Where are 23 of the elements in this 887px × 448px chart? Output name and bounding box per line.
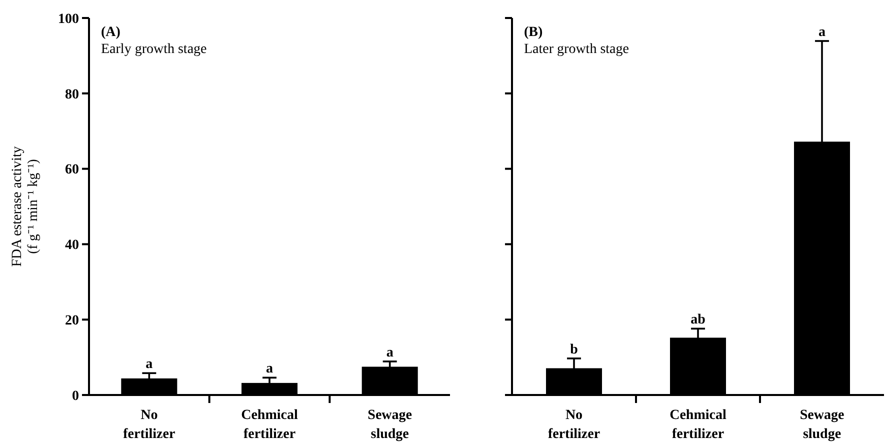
y-tick-label: 40 — [65, 238, 79, 254]
x-tick-label: Cehmical fertilizer — [241, 408, 298, 442]
y-tick-label: 100 — [58, 12, 79, 27]
annotation: a — [146, 357, 153, 372]
annotation: b — [570, 342, 578, 358]
x-tick-label: No fertilizer — [548, 408, 600, 442]
annotation: ab — [690, 312, 706, 328]
annotation: a — [386, 345, 394, 360]
y-tick-label: 80 — [65, 87, 79, 102]
x-tick-label: Sewage sludge — [368, 408, 412, 442]
y-tick-label: 60 — [65, 162, 79, 178]
y-tick-label: 20 — [65, 314, 79, 328]
annotation: a — [266, 362, 273, 377]
text: Early growth stage — [101, 42, 207, 57]
x-tick-label: Sewage sludge — [800, 408, 844, 442]
text: (B) — [524, 25, 543, 40]
text: Later growth stage — [524, 42, 629, 57]
x-tick-label: No fertilizer — [123, 408, 176, 442]
text: (A) — [101, 25, 121, 40]
y-tick-label: 0 — [72, 388, 79, 404]
y-axis-title: FDA esterase activity (f g⁻¹ min⁻¹ kg⁻¹) — [10, 146, 41, 267]
x-tick-label: Cehmical fertilizer — [670, 408, 726, 442]
annotation: a — [818, 24, 826, 40]
